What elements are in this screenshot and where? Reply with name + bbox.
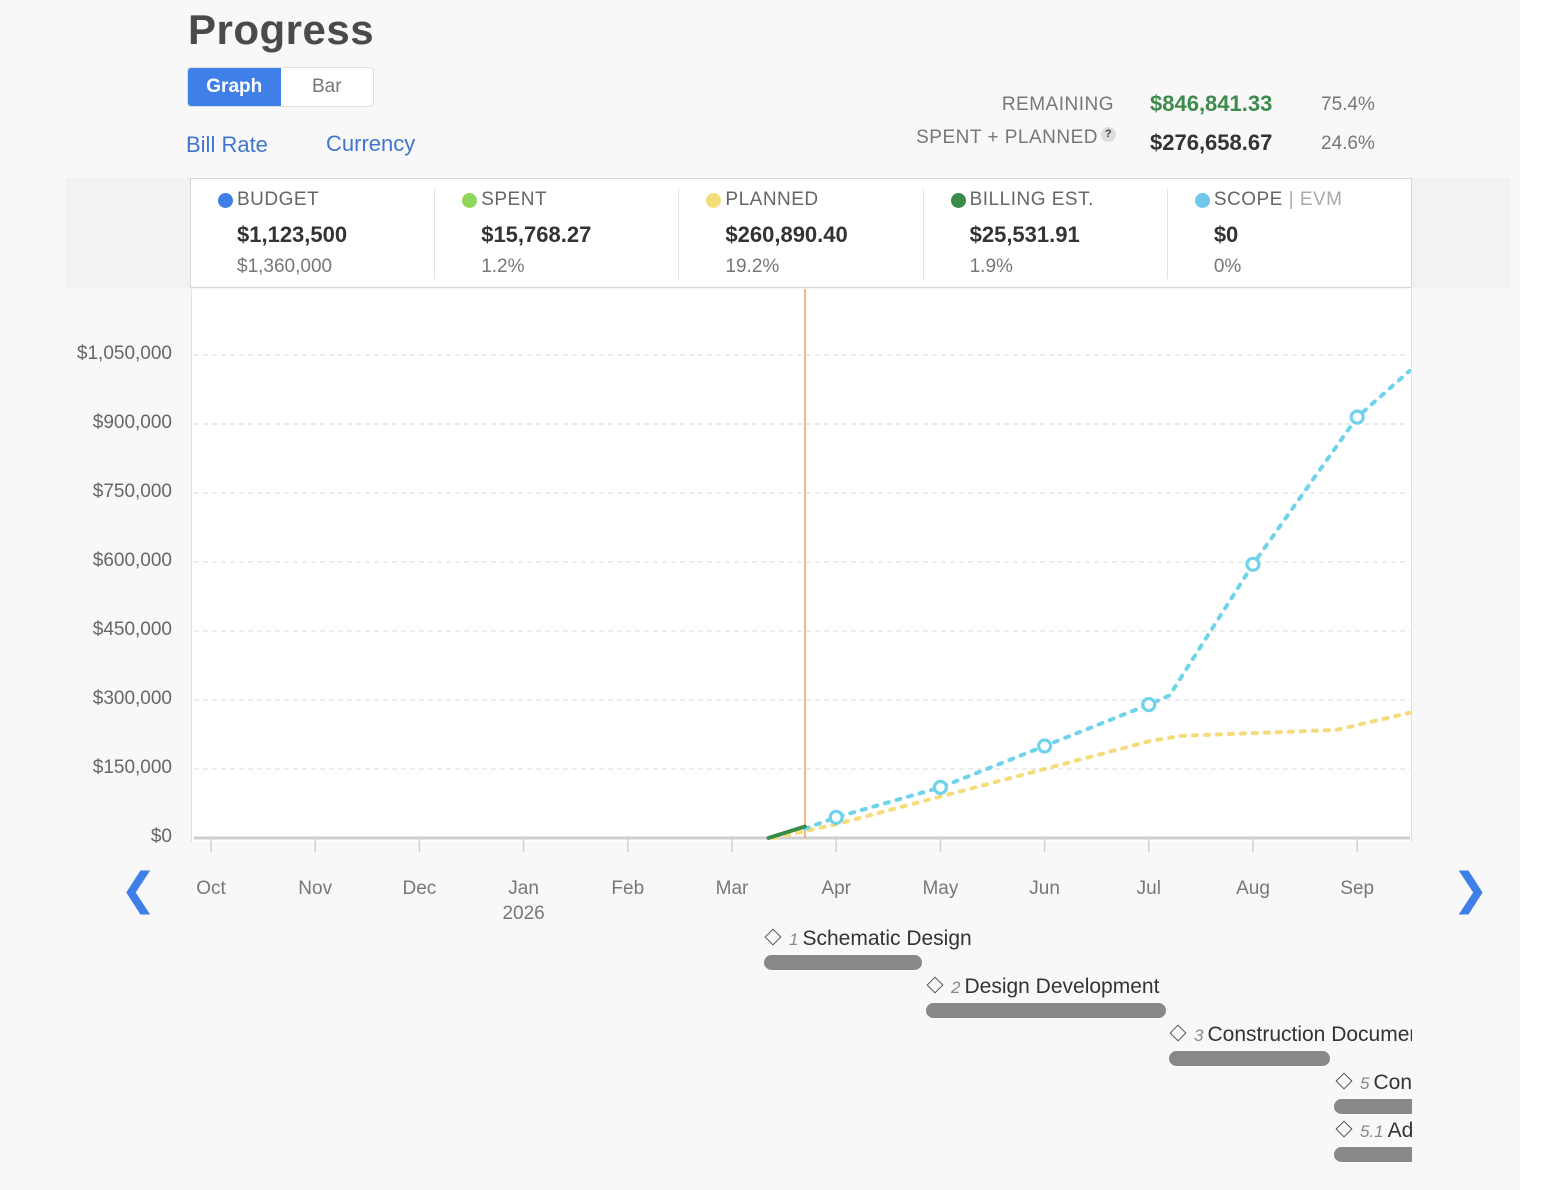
y-tick-label: $600,000 [92,550,172,571]
spent-dot-icon [462,193,478,208]
scope-data-point [1036,738,1053,754]
x-year-label: 2026 [502,903,545,924]
stat-budget-sub: $1,360,000 [237,256,333,277]
billing-dot-icon [950,193,966,208]
chevron-left-icon[interactable]: ❮ [120,865,157,914]
x-tick-label: Jan [508,878,539,899]
stat-budget[interactable]: BUDGET $1,123,500 $1,360,000 [191,189,436,279]
series-line-planned [771,710,1412,840]
spent-planned-label-group: SPENT + PLANNED? [916,127,1116,149]
stat-planned-sub: 19.2% [725,256,780,277]
spent-planned-pct: 24.6% [1321,133,1375,154]
scope-data-point [828,809,844,825]
page-title: Progress [188,6,375,53]
stat-planned[interactable]: PLANNED $260,890.40 19.2% [679,189,924,279]
x-tick-label: Dec [402,878,437,899]
series-line-scope [802,369,1412,831]
scope-dot-icon [1194,193,1210,208]
chevron-right-icon[interactable]: ❯ [1452,865,1489,914]
stat-budget-value: $1,123,500 [237,222,348,247]
x-tick-label: Oct [196,878,226,899]
x-tick-label: Aug [1236,878,1270,899]
x-tick-label: Sep [1340,878,1375,899]
stat-billing[interactable]: BILLING EST. $25,531.91 1.9% [924,189,1168,279]
evm-toggle[interactable]: | EVM [1288,189,1343,210]
phase-bar[interactable] [1334,1147,1412,1162]
milestone-diamond-icon [1335,1120,1353,1138]
remaining-value: $846,841.33 [1150,91,1273,116]
x-tick-label: Mar [715,878,749,899]
y-tick-label: $0 [150,826,172,847]
x-tick-label: Nov [298,878,333,899]
stat-billing-value: $25,531.91 [969,222,1080,247]
stat-scope-value: $0 [1213,222,1239,247]
bill-rate-link[interactable]: Bill Rate [186,132,268,157]
scope-data-point [1349,409,1365,425]
x-tick-label: Jun [1029,878,1060,899]
spent-planned-label: SPENT + PLANNED [916,127,1098,148]
y-tick-label: $450,000 [92,619,172,640]
stat-budget-label: BUDGET [218,189,319,211]
stat-planned-value: $260,890.40 [725,222,848,247]
x-tick-label: May [922,878,959,899]
stat-scope[interactable]: SCOPE | EVM $0 0% [1168,189,1411,279]
stat-spent[interactable]: SPENT $15,768.27 1.2% [435,189,680,279]
x-tick-label: Feb [611,878,645,899]
milestone-diamond-icon [764,928,782,946]
phase-item[interactable]: 5Construction Administration [1335,1071,1412,1095]
graph-tab[interactable]: Graph [188,68,281,106]
phase-bar[interactable] [1334,1099,1412,1114]
budget-dot-icon [218,193,233,208]
bar-tab[interactable]: Bar [311,76,342,97]
chart-area [191,289,1412,842]
scope-data-point [932,779,949,796]
y-tick-label: $300,000 [92,688,172,709]
stat-planned-label: PLANNED [706,189,818,211]
phase-bar[interactable] [764,955,922,970]
remaining-label: REMAINING [1001,94,1114,115]
phase-bar[interactable] [926,1003,1166,1018]
stat-billing-label: BILLING EST. [950,189,1094,211]
stat-scope-sub: 0% [1213,256,1242,277]
scope-data-point [1245,556,1261,572]
series-line-billing-est [766,824,807,840]
x-tick-label: Jul [1136,878,1161,899]
stat-scope-label: SCOPE | EVM [1194,189,1343,211]
y-tick-label: $150,000 [92,757,172,778]
y-tick-label: $1,050,000 [76,343,172,364]
remaining-pct: 75.4% [1321,94,1375,115]
phase-item[interactable]: 2 Design Development [926,975,1159,999]
x-tick-label: Apr [821,878,851,899]
spent-planned-value: $276,658.67 [1150,130,1273,155]
y-tick-label: $900,000 [92,412,172,433]
page-edge [1520,0,1550,1190]
stat-spent-label: SPENT [462,189,547,211]
phase-bar[interactable] [1169,1051,1330,1066]
milestone-diamond-icon [1335,1072,1353,1090]
stat-spent-value: $15,768.27 [481,222,592,247]
currency-link[interactable]: Currency [326,131,416,156]
milestone-diamond-icon [1169,1024,1187,1042]
stats-panel: BUDGET $1,123,500 $1,360,000 SPENT $15,7… [190,178,1412,288]
milestone-diamond-icon [926,976,944,994]
planned-dot-icon [706,193,722,208]
view-toggle: Graph Bar [187,67,374,107]
y-tick-label: $750,000 [92,481,172,502]
scope-data-point [1141,696,1157,713]
stat-billing-sub: 1.9% [969,256,1013,277]
phase-item[interactable]: 5.1Additional Services [1335,1119,1412,1143]
help-icon[interactable]: ? [1101,127,1116,142]
phase-item[interactable]: 1 Schematic Design [764,927,972,951]
stat-spent-sub: 1.2% [481,256,525,277]
